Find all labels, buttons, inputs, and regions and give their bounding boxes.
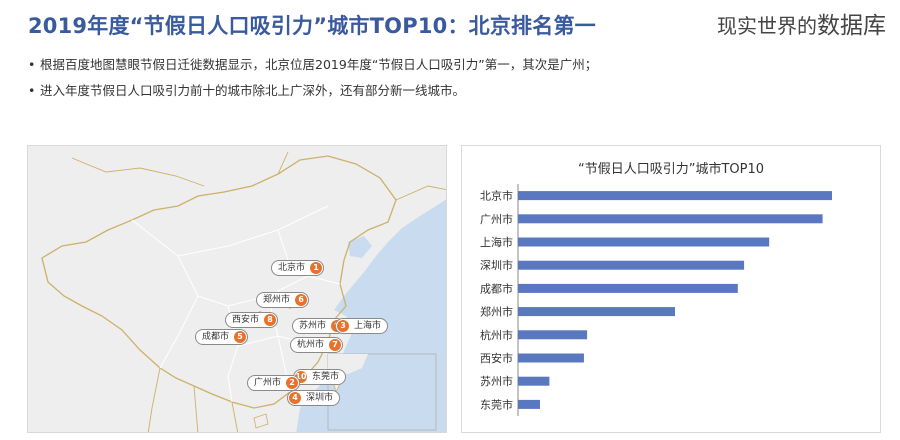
- marker-rank: 6: [295, 294, 308, 306]
- sea-gulf: [348, 236, 372, 258]
- marker-city: 杭州市: [297, 340, 325, 350]
- bar: [518, 353, 584, 363]
- marker-rank: 2: [286, 377, 299, 389]
- marker-city: 上海市: [354, 321, 382, 331]
- bar: [518, 307, 675, 317]
- map-marker-chengdu[interactable]: 成都市 5: [195, 329, 249, 345]
- category-tick-label: 广州市: [480, 212, 513, 226]
- map-marker-zhengzhou[interactable]: 郑州市 6: [256, 292, 310, 308]
- marker-rank: 4: [289, 392, 301, 404]
- marker-rank: 7: [329, 339, 342, 351]
- map-marker-shenzhen[interactable]: 深圳市 4: [287, 390, 341, 406]
- marker-city: 西安市: [232, 315, 260, 325]
- bar: [518, 237, 770, 247]
- category-tick-label: 郑州市: [480, 305, 513, 319]
- map-marker-beijing[interactable]: 北京市 1: [271, 260, 325, 276]
- island-hainan: [253, 413, 269, 429]
- china-map: [28, 146, 446, 432]
- map-marker-shanghai[interactable]: 上海市 3: [335, 318, 389, 334]
- bar: [518, 376, 550, 386]
- category-tick-label: 东莞市: [480, 397, 513, 411]
- map-marker-dongguan[interactable]: 东莞市 10: [293, 369, 347, 385]
- marker-rank: 1: [310, 262, 323, 274]
- bullet-item: 根据百度地图慧眼节假日迁徙数据显示，北京位居2019年度“节假日人口吸引力”第一…: [28, 52, 597, 78]
- marker-rank: 8: [264, 314, 277, 326]
- bar: [518, 399, 540, 409]
- bar-chart-panel: “节假日人口吸引力”城市TOP10 北京市广州市上海市深圳市成都市郑州市杭州市西…: [461, 145, 881, 433]
- category-tick-label: 苏州市: [480, 374, 513, 388]
- page-title: 2019年度“节假日人口吸引力”城市TOP10：北京排名第一: [28, 14, 596, 38]
- bar: [518, 330, 588, 340]
- bar: [518, 283, 738, 293]
- category-tick-label: 深圳市: [480, 258, 513, 272]
- category-tick-label: 西安市: [480, 351, 513, 365]
- province-lines: [131, 205, 341, 403]
- bullet-list: 根据百度地图慧眼节假日迁徙数据显示，北京位居2019年度“节假日人口吸引力”第一…: [28, 52, 597, 104]
- marker-city: 苏州市: [299, 321, 327, 331]
- watermark: 现实世界的数据库: [717, 6, 886, 40]
- category-tick-label: 北京市: [480, 189, 513, 203]
- marker-city: 广州市: [254, 378, 282, 388]
- marker-city: 成都市: [202, 332, 230, 342]
- map-marker-hangzhou[interactable]: 杭州市 7: [290, 337, 344, 353]
- watermark-big-text: 数据库: [817, 13, 886, 39]
- marker-rank: 5: [234, 331, 247, 343]
- marker-rank: 3: [337, 320, 349, 332]
- bar: [518, 191, 832, 201]
- marker-city: 东莞市: [312, 372, 340, 382]
- marker-city: 深圳市: [306, 393, 334, 403]
- category-tick-label: 杭州市: [480, 328, 513, 342]
- marker-city: 北京市: [278, 263, 306, 273]
- chart-title: “节假日人口吸引力”城市TOP10: [577, 162, 765, 177]
- neighbor-border: [71, 151, 446, 432]
- bar: [518, 260, 745, 270]
- watermark-small-text: 现实世界的: [717, 14, 817, 38]
- map-marker-guangzhou[interactable]: 广州市 2: [247, 375, 301, 391]
- bar: [518, 214, 823, 224]
- marker-city: 郑州市: [263, 295, 291, 305]
- bullet-item: 进入年度节假日人口吸引力前十的城市除北上广深外，还有部分新一线城市。: [28, 78, 597, 104]
- map-marker-xian[interactable]: 西安市 8: [225, 312, 279, 328]
- category-tick-label: 上海市: [480, 235, 513, 249]
- category-tick-label: 成都市: [480, 281, 513, 295]
